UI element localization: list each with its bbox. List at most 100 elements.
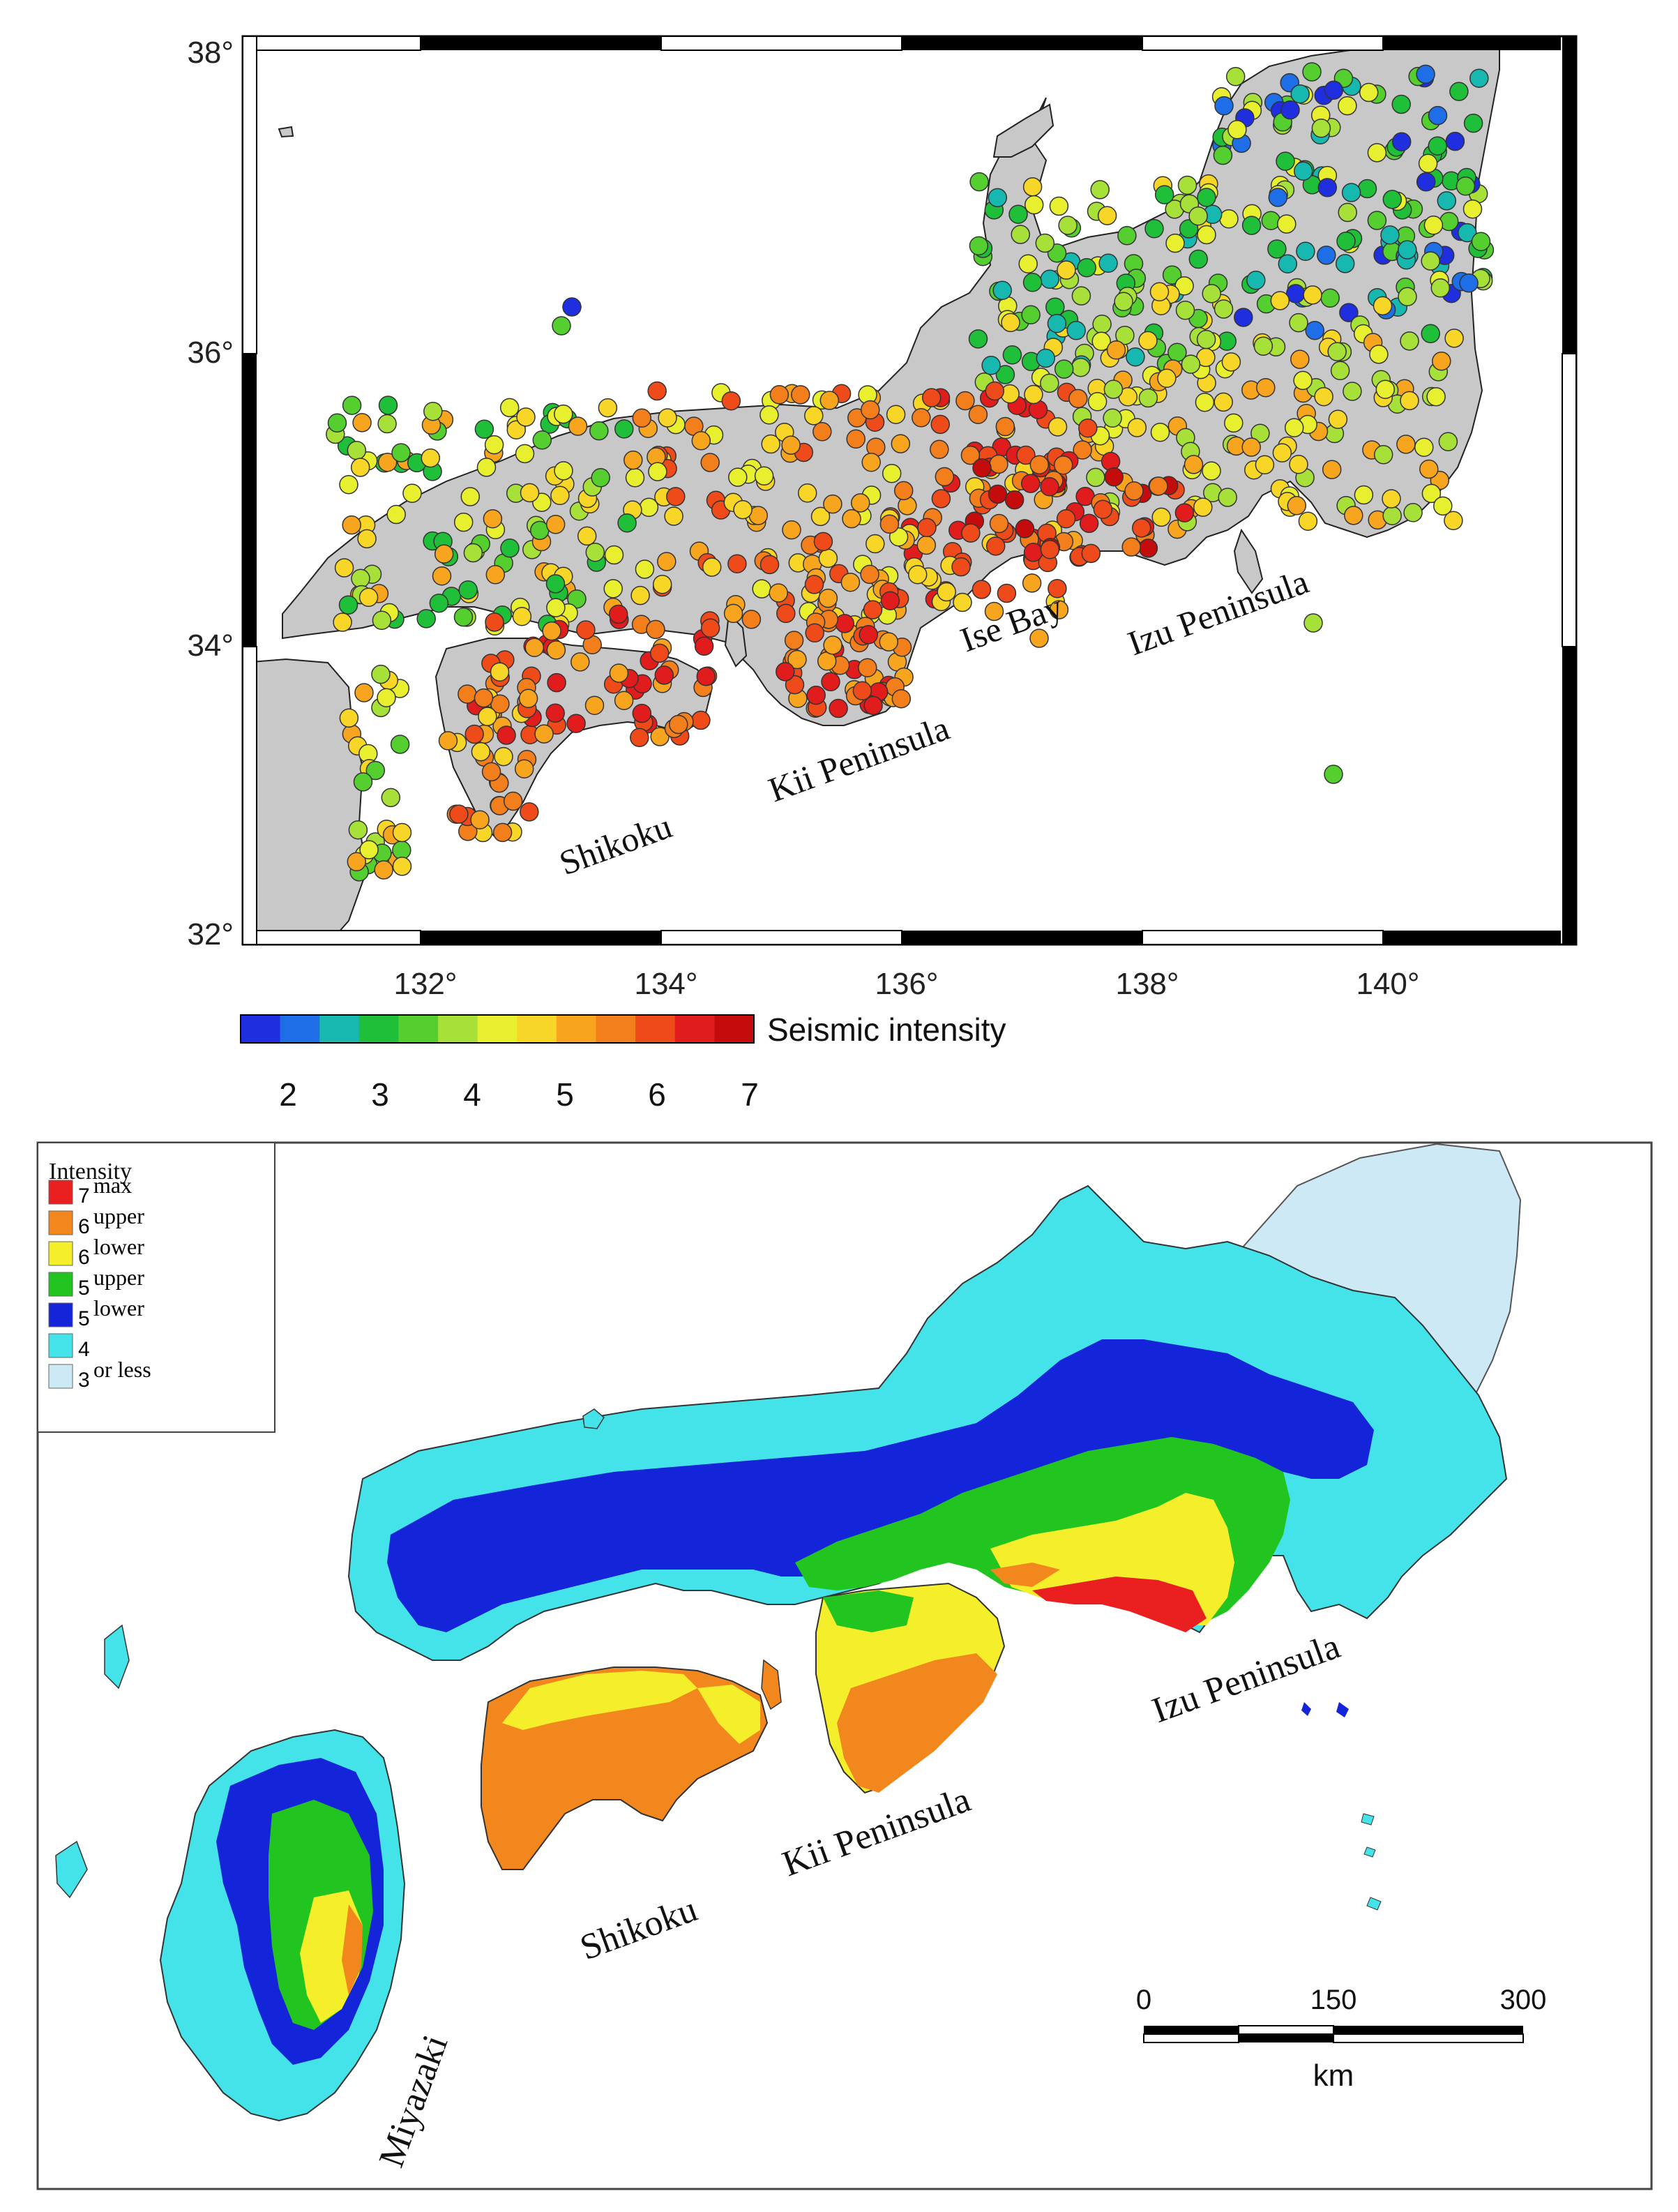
station-marker [989, 513, 1009, 534]
station-marker [342, 396, 362, 415]
lat-tick-label-32: 32° [187, 917, 234, 951]
station-marker [649, 643, 670, 663]
station-marker [646, 619, 665, 640]
station-marker [568, 416, 588, 436]
station-marker [1177, 175, 1197, 195]
station-marker [453, 512, 474, 532]
legend-box [37, 1142, 275, 1433]
station-markers [326, 62, 1495, 882]
legend-swatch [48, 1241, 73, 1266]
station-marker [1471, 232, 1491, 252]
station-marker [969, 172, 989, 192]
station-marker [852, 681, 872, 701]
station-marker [863, 695, 883, 716]
legend-level: 5 [78, 1307, 90, 1330]
station-marker [1149, 282, 1170, 302]
station-marker [353, 772, 373, 792]
station-marker [1369, 345, 1389, 364]
station-marker [348, 820, 368, 840]
legend-level: 6 [78, 1215, 90, 1238]
station-marker [880, 591, 900, 610]
station-marker [614, 419, 634, 439]
station-marker [1289, 313, 1308, 333]
station-marker [1302, 62, 1322, 82]
station-marker [492, 822, 513, 843]
colorbar-cell [714, 1015, 755, 1043]
station-marker [1396, 435, 1416, 454]
station-marker [570, 652, 590, 672]
station-marker [429, 593, 449, 613]
station-marker [576, 620, 596, 640]
station-marker [752, 579, 771, 599]
colorbar-cell [241, 1015, 281, 1043]
station-marker [723, 603, 743, 624]
station-marker [1391, 132, 1412, 151]
station-marker [333, 612, 352, 632]
station-marker [623, 450, 643, 470]
station-marker [1104, 467, 1124, 487]
station-marker [992, 280, 1012, 301]
station-marker [1293, 161, 1313, 181]
station-marker [1426, 386, 1446, 407]
station-marker [339, 708, 359, 728]
station-marker [797, 483, 817, 503]
station-marker [464, 724, 484, 744]
station-marker [669, 714, 688, 735]
station-marker [474, 419, 494, 439]
station-marker [960, 445, 981, 465]
station-marker [776, 603, 796, 624]
station-marker [1144, 219, 1164, 239]
station-marker [1049, 196, 1069, 216]
station-marker [506, 420, 527, 439]
station-marker [1093, 499, 1113, 520]
station-marker [1079, 513, 1099, 534]
station-marker [354, 683, 374, 702]
station-marker [1234, 308, 1253, 327]
station-marker [1021, 305, 1041, 325]
station-marker [721, 391, 741, 411]
station-marker [1218, 488, 1237, 507]
station-marker [806, 685, 826, 705]
station-marker [1174, 276, 1194, 296]
station-marker [769, 583, 788, 603]
station-marker [1022, 177, 1043, 197]
station-marker [937, 582, 956, 602]
station-marker [648, 462, 667, 481]
station-marker [1157, 368, 1177, 389]
station-marker [861, 400, 880, 420]
station-marker [728, 467, 748, 487]
station-marker [524, 638, 545, 657]
colorbar-cell [319, 1015, 360, 1043]
station-marker [359, 840, 379, 859]
station-marker [647, 381, 667, 401]
colorbar-cell [358, 1015, 399, 1043]
station-marker [1195, 392, 1215, 412]
station-marker [1330, 361, 1350, 381]
station-marker [804, 406, 824, 426]
station-marker [545, 703, 565, 723]
station-marker [604, 545, 624, 565]
station-marker [1127, 418, 1147, 437]
colorbar-tick-3: 3 [371, 1076, 389, 1113]
legend-level: 3 [78, 1369, 90, 1392]
station-marker [972, 580, 992, 599]
station-marker [1066, 321, 1086, 340]
station-marker [930, 439, 949, 460]
station-marker [617, 513, 637, 533]
station-marker [1449, 82, 1469, 101]
station-marker [835, 614, 854, 633]
station-marker [585, 542, 605, 562]
station-marker [1213, 145, 1233, 165]
station-marker [1078, 418, 1098, 438]
station-marker [416, 609, 436, 629]
station-marker [1103, 379, 1124, 399]
station-marker [664, 506, 683, 526]
station-marker [1024, 384, 1043, 405]
station-marker [1398, 240, 1417, 259]
station-marker [392, 841, 411, 860]
station-marker [917, 518, 937, 538]
station-marker [577, 526, 597, 546]
station-marker [1289, 454, 1308, 474]
station-marker [545, 515, 566, 534]
